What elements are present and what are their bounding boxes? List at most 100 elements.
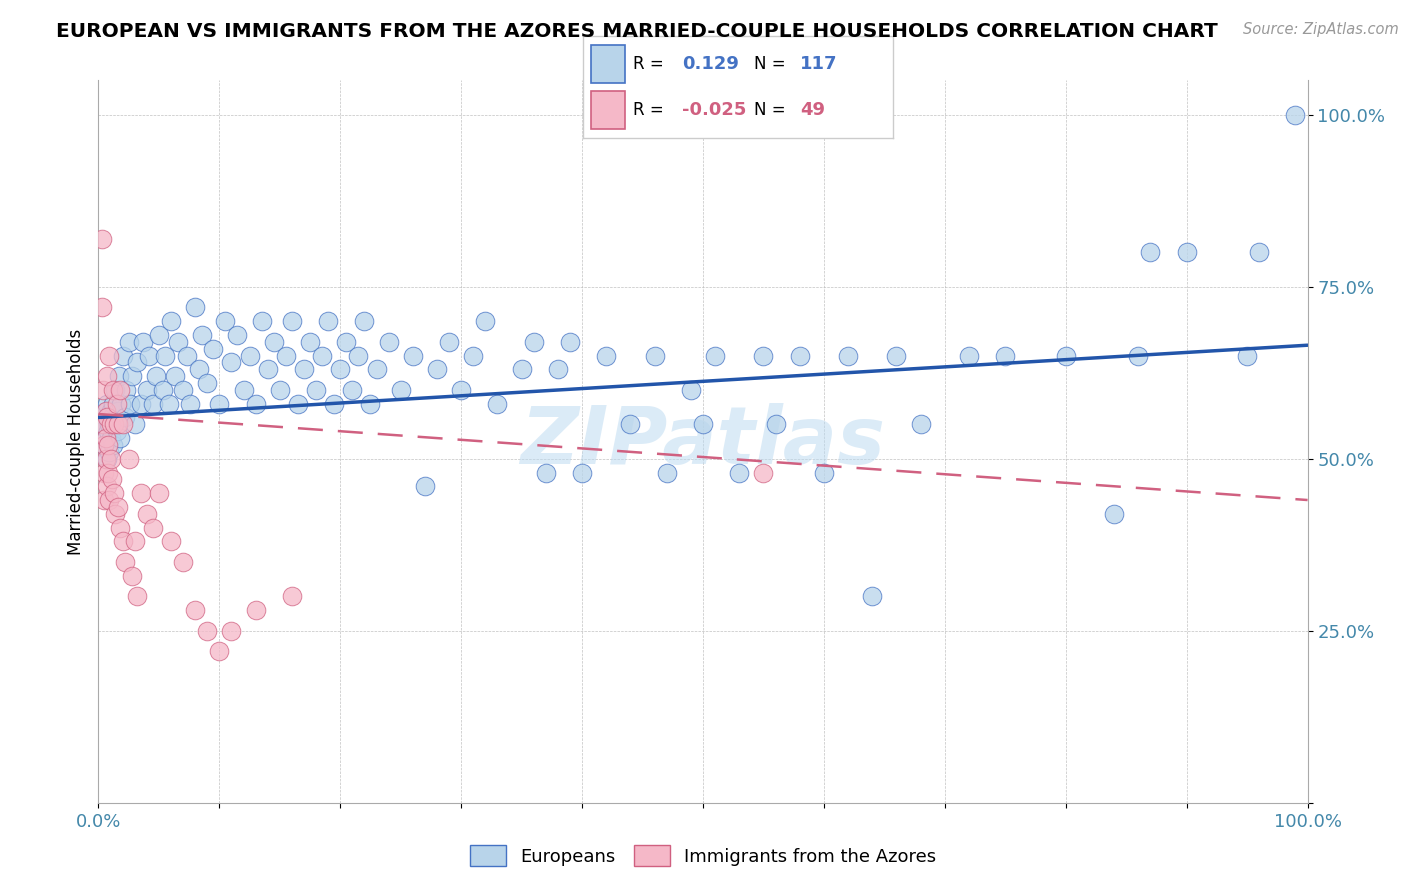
Point: [124, 534, 146, 549]
Point: [571, 466, 593, 480]
Point: [360, 397, 382, 411]
Point: [474, 314, 496, 328]
Point: [135, 507, 157, 521]
Point: [148, 327, 170, 342]
Point: [486, 397, 509, 411]
Point: [132, 334, 155, 349]
Point: [752, 466, 775, 480]
Point: [105, 424, 128, 438]
Point: [191, 327, 214, 342]
Point: [316, 314, 339, 328]
Point: [789, 349, 811, 363]
Point: [692, 417, 714, 432]
Point: [118, 397, 141, 411]
Point: [1249, 245, 1271, 260]
Point: [98, 445, 121, 459]
Point: [221, 624, 243, 638]
FancyBboxPatch shape: [591, 91, 626, 129]
Point: [101, 383, 124, 397]
Point: [98, 417, 121, 432]
Point: [752, 349, 775, 363]
Point: [111, 534, 134, 549]
Point: [97, 466, 120, 480]
Point: [655, 466, 678, 480]
Point: [957, 349, 980, 363]
Point: [105, 397, 128, 411]
Point: [534, 466, 557, 480]
Point: [101, 397, 124, 411]
Point: [311, 349, 333, 363]
Point: [274, 349, 297, 363]
Point: [160, 534, 183, 549]
Point: [208, 644, 231, 658]
Point: [305, 383, 328, 397]
Point: [103, 417, 125, 432]
Point: [172, 383, 194, 397]
Point: [93, 466, 115, 480]
Point: [886, 349, 908, 363]
Point: [813, 466, 835, 480]
Point: [281, 314, 304, 328]
Point: [124, 417, 146, 432]
Point: [93, 438, 115, 452]
Point: [437, 334, 460, 349]
Point: [129, 397, 152, 411]
Point: [389, 383, 412, 397]
Point: [91, 410, 114, 425]
Point: [115, 383, 138, 397]
Point: [153, 349, 176, 363]
Point: [263, 334, 285, 349]
Point: [145, 369, 167, 384]
Point: [353, 314, 375, 328]
Point: [510, 362, 533, 376]
Point: [93, 438, 115, 452]
Point: [994, 349, 1017, 363]
Point: [108, 369, 131, 384]
Point: [195, 376, 218, 390]
Point: [91, 231, 114, 245]
Point: [523, 334, 546, 349]
Point: [97, 410, 120, 425]
Point: [1175, 245, 1198, 260]
Point: [111, 349, 134, 363]
Point: [108, 431, 131, 445]
Point: [142, 397, 165, 411]
Point: [100, 410, 122, 425]
Point: [1128, 349, 1150, 363]
Point: [377, 334, 399, 349]
Point: [107, 403, 129, 417]
Point: [100, 472, 122, 486]
Point: [239, 349, 262, 363]
Point: [108, 520, 131, 534]
Point: [127, 355, 149, 369]
Point: [163, 369, 186, 384]
Y-axis label: Married-couple Households: Married-couple Households: [66, 328, 84, 555]
Point: [152, 383, 174, 397]
Text: R =: R =: [633, 55, 669, 73]
Point: [101, 438, 124, 452]
Point: [184, 301, 207, 315]
Point: [127, 590, 149, 604]
Point: [426, 362, 449, 376]
Point: [704, 349, 727, 363]
Point: [1139, 245, 1161, 260]
Text: 49: 49: [800, 101, 825, 119]
Point: [94, 403, 117, 417]
FancyBboxPatch shape: [591, 45, 626, 83]
Point: [118, 334, 141, 349]
Point: [245, 397, 267, 411]
Point: [910, 417, 932, 432]
Point: [335, 334, 357, 349]
Point: [104, 507, 127, 521]
Point: [110, 397, 132, 411]
Point: [287, 397, 309, 411]
Point: [97, 424, 120, 438]
Point: [347, 349, 370, 363]
Text: -0.025: -0.025: [682, 101, 747, 119]
Point: [100, 431, 122, 445]
Point: [104, 383, 127, 397]
Point: [256, 362, 278, 376]
Point: [94, 403, 117, 417]
Point: [728, 466, 751, 480]
Point: [108, 383, 131, 397]
